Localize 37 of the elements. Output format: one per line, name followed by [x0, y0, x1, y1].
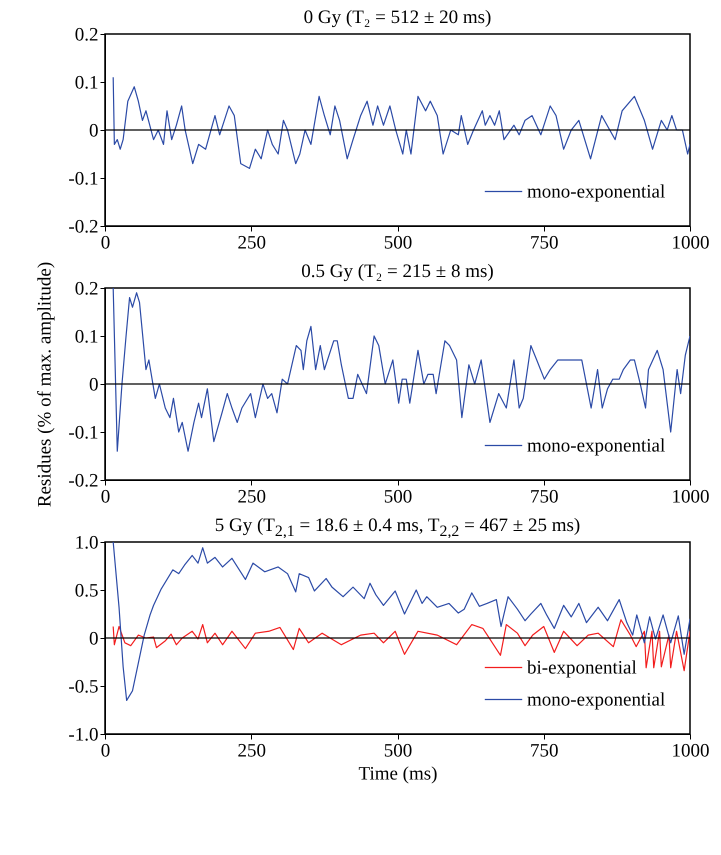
- y-tick-label: -0.1: [68, 422, 98, 444]
- legend-label: bi-exponential: [527, 658, 637, 678]
- x-tick-label: 500: [384, 740, 412, 762]
- x-tick-label: 1000: [672, 740, 710, 762]
- x-axis-title: Time (ms): [358, 764, 438, 784]
- x-tick-label: 750: [530, 486, 558, 508]
- y-tick-label: -0.2: [68, 216, 98, 238]
- x-tick-label: 750: [530, 232, 558, 254]
- y-tick-label: 0: [89, 628, 98, 650]
- y-tick-label: 0.2: [74, 24, 98, 46]
- x-tick-label: 250: [238, 740, 266, 762]
- y-tick-label: 0.1: [74, 72, 98, 94]
- x-tick-label: 1000: [672, 232, 710, 254]
- y-tick-label: 0: [89, 374, 98, 396]
- x-tick-label: 250: [238, 486, 266, 508]
- y-tick-label: 1.0: [74, 532, 98, 554]
- x-tick-label: 500: [384, 486, 412, 508]
- chart-title: 5 Gy (T$_{2,1}$ = 18.6 ± 0.4 ms, T$_{2,2}$ = 467 ± 25 ms): [214, 514, 582, 540]
- x-tick-label: 1000: [672, 486, 710, 508]
- x-tick-label: 250: [238, 232, 266, 254]
- x-tick-label: 750: [530, 740, 558, 762]
- y-tick-label: -1.0: [68, 724, 98, 746]
- y-tick-label: -0.1: [68, 168, 98, 190]
- y-tick-label: -0.2: [68, 470, 98, 492]
- line-series: [112, 76, 690, 169]
- y-tick-label: 0.1: [74, 326, 98, 348]
- y-axis-title: Residues (% of max. amplitude): [34, 262, 56, 508]
- y-tick-label: -0.5: [68, 676, 98, 698]
- chart-title: 0.5 Gy (T₂ = 215 ± 8 ms): [300, 260, 495, 284]
- legend-label: mono-exponential: [527, 436, 666, 456]
- y-tick-label: 0.2: [74, 278, 98, 300]
- legend-label: mono-exponential: [527, 182, 666, 202]
- legend-label: mono-exponential: [527, 690, 666, 710]
- x-tick-label: 500: [384, 232, 412, 254]
- y-tick-label: 0.5: [74, 580, 98, 602]
- chart-title: 0 Gy (T₂ = 512 ± 20 ms): [302, 6, 492, 30]
- y-tick-label: 0: [89, 120, 98, 142]
